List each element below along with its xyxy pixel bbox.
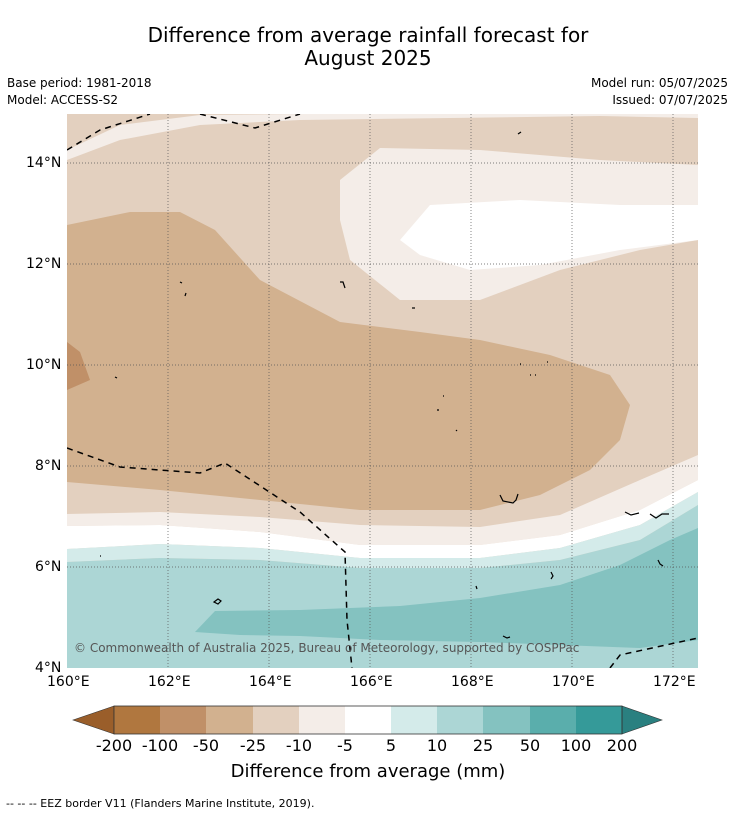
colorbar-label: -25 xyxy=(239,736,267,755)
model-text: Model: ACCESS-S2 xyxy=(7,93,119,107)
rainfall-band-lower-light xyxy=(67,455,698,545)
lat-tick-label: 10°N xyxy=(26,357,62,373)
lat-tick-label: 4°N xyxy=(35,660,62,676)
map-gridlines xyxy=(67,114,698,668)
eez-footer-note: -- -- -- EEZ border V11 (Flanders Marine… xyxy=(6,797,315,810)
lat-tick-label: 6°N xyxy=(35,559,62,575)
lat-tick-label: 14°N xyxy=(26,155,62,171)
colorbar-segment xyxy=(530,706,576,734)
copyright-text: © Commonwealth of Australia 2025, Bureau… xyxy=(74,641,580,655)
lon-tick-label: 162°E xyxy=(148,674,191,690)
lat-tick-label: 12°N xyxy=(26,256,62,272)
lon-tick-label: 172°E xyxy=(653,674,696,690)
map-plot-area xyxy=(67,114,698,668)
island-outlines xyxy=(100,131,669,639)
lon-tick-label: 164°E xyxy=(249,674,292,690)
eez-borders xyxy=(67,114,698,668)
colorbar-label: -100 xyxy=(141,736,179,755)
colorbar-arrow-right xyxy=(621,705,663,735)
colorbar-segment xyxy=(114,706,160,734)
rainfall-band-plus5-to-plus10 xyxy=(67,492,698,568)
rainfall-band-near-zero xyxy=(400,200,698,270)
colorbar-arrow-left xyxy=(72,705,115,735)
colorbar-segment xyxy=(206,706,253,734)
colorbar-label: 50 xyxy=(519,736,541,755)
colorbar-label: -10 xyxy=(285,736,313,755)
colorbar-label: 10 xyxy=(426,736,448,755)
lon-tick-label: 168°E xyxy=(451,674,494,690)
colorbar-segment xyxy=(391,706,437,734)
lon-tick-label: 170°E xyxy=(552,674,595,690)
map-title-line2: August 2025 xyxy=(304,46,432,70)
colorbar-title: Difference from average (mm) xyxy=(230,761,506,782)
rainfall-band-minus25-to-minus50 xyxy=(67,212,630,510)
colorbar-label: 100 xyxy=(560,736,592,755)
base-period-text: Base period: 1981-2018 xyxy=(7,76,152,90)
rainfall-band-white-lower xyxy=(67,480,698,558)
colorbar-segment xyxy=(437,706,483,734)
lon-tick-label: 166°E xyxy=(350,674,393,690)
lon-tick-label: 160°E xyxy=(47,674,90,690)
rainfall-band-minus50-to-minus100 xyxy=(67,342,90,390)
colorbar-segment xyxy=(299,706,345,734)
issued-text: Issued: 07/07/2025 xyxy=(612,93,728,107)
colorbar-label: 200 xyxy=(606,736,638,755)
model-run-text: Model run: 05/07/2025 xyxy=(590,76,728,90)
colorbar-label: 5 xyxy=(385,736,397,755)
colorbar-label: -5 xyxy=(337,736,353,755)
colorbar-label: -50 xyxy=(192,736,220,755)
lat-tick-label: 8°N xyxy=(35,458,62,474)
map-title-line1: Difference from average rainfall forecas… xyxy=(147,23,589,47)
colorbar-segment xyxy=(483,706,530,734)
colorbar-segment xyxy=(253,706,299,734)
colorbar-segment xyxy=(345,706,391,734)
colorbar xyxy=(72,705,663,735)
colorbar-segment xyxy=(160,706,206,734)
colorbar-segment xyxy=(576,706,622,734)
colorbar-label: 25 xyxy=(472,736,494,755)
colorbar-label: -200 xyxy=(95,736,133,755)
